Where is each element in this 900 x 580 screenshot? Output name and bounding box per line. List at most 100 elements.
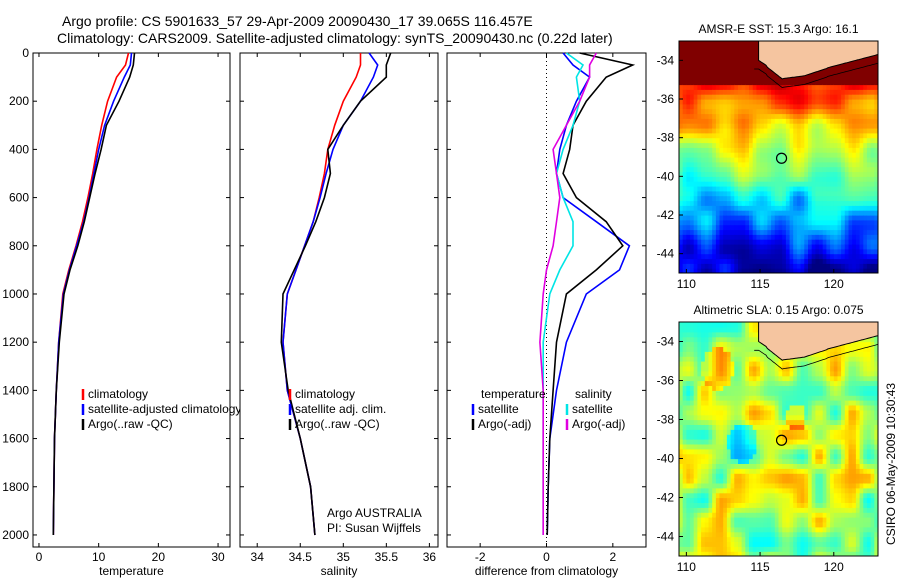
map-cell: [730, 118, 735, 124]
map-cell: [715, 351, 721, 357]
map-cell: [690, 108, 695, 115]
map-cell: [800, 99, 805, 105]
map-cell: [686, 60, 691, 66]
map-cell: [815, 482, 820, 489]
map-cell: [866, 181, 872, 187]
map-cell: [830, 74, 835, 81]
map-cell: [760, 361, 765, 367]
map-cell: [789, 512, 794, 518]
map-cell: [774, 448, 780, 455]
map-cell: [723, 409, 728, 416]
map-cell: [719, 443, 724, 450]
map-cell: [833, 531, 839, 538]
map-cell: [719, 380, 724, 386]
map-cell: [767, 210, 772, 216]
map-cell: [723, 118, 728, 124]
map-cell: [723, 147, 728, 153]
map-cell: [701, 65, 706, 71]
map-cell: [774, 526, 780, 533]
map-cell: [690, 190, 695, 197]
map-cell: [767, 268, 772, 273]
map-cell: [712, 395, 717, 401]
map-cell: [690, 517, 695, 523]
map-cell: [774, 400, 780, 406]
map-cell: [756, 434, 761, 440]
map-cell: [826, 512, 831, 518]
map-cell: [715, 190, 721, 197]
map-cell: [833, 176, 839, 182]
map-cell: [859, 84, 864, 90]
map-cell: [679, 186, 684, 192]
map-cell: [866, 94, 872, 100]
map-cell: [870, 195, 875, 202]
map-cell: [852, 108, 857, 115]
map-cell: [708, 468, 713, 474]
map-cell: [763, 74, 769, 81]
map-cell: [815, 166, 820, 173]
map-cell: [800, 356, 805, 362]
map-cell: [837, 502, 842, 508]
map-cell: [782, 108, 787, 115]
map-cell: [789, 103, 794, 110]
map-cell: [693, 152, 698, 158]
map-cell: [697, 443, 702, 450]
map-cell: [719, 142, 724, 148]
map-cell: [679, 512, 684, 518]
map-cell: [760, 205, 765, 211]
map-cell: [859, 176, 864, 182]
map-cell: [734, 190, 739, 197]
map-cell: [704, 400, 710, 406]
map-cell: [852, 113, 857, 119]
map-cell: [789, 507, 794, 513]
map-cell: [844, 487, 850, 494]
map-cell: [708, 137, 713, 144]
map-cell: [679, 113, 684, 119]
map-cell: [756, 361, 761, 367]
map-cell: [715, 152, 721, 158]
map-cell: [819, 176, 824, 182]
map-cell: [719, 502, 724, 508]
map-cell: [701, 123, 706, 129]
map-cell: [734, 70, 739, 76]
x-tick-label: 34: [251, 550, 265, 564]
map-cell: [708, 166, 713, 173]
map-cell: [841, 380, 846, 386]
map-cell: [741, 400, 746, 406]
map-cell: [738, 400, 743, 406]
map-cell: [874, 205, 878, 211]
map-cell: [804, 123, 809, 129]
map-cell: [782, 171, 787, 177]
map-cell: [767, 200, 772, 206]
map-cell: [704, 512, 710, 518]
map-cell: [679, 79, 684, 86]
map-cell: [734, 370, 739, 377]
map-cell: [844, 385, 850, 391]
map-cell: [697, 157, 702, 163]
map-cell: [844, 152, 850, 158]
map-cell: [715, 448, 721, 455]
map-cell: [837, 517, 842, 523]
map-cell: [690, 195, 695, 202]
map-cell: [852, 263, 857, 269]
map-cell: [693, 487, 698, 494]
map-cell: [712, 132, 717, 139]
map-cell: [701, 200, 706, 206]
map-cell: [800, 429, 805, 435]
map-cell: [796, 248, 802, 255]
map-cell: [690, 336, 695, 343]
map-cell: [811, 517, 816, 523]
map-cell: [793, 492, 798, 499]
map-cell: [815, 70, 820, 76]
map-cell: [837, 473, 842, 479]
map-cell: [679, 157, 684, 163]
map-cell: [796, 190, 802, 197]
map-cell: [745, 517, 750, 523]
map-cell: [822, 268, 827, 273]
map-cell: [866, 258, 872, 264]
map-cell: [760, 171, 765, 177]
map-cell: [734, 99, 739, 105]
map-cell: [708, 541, 713, 547]
map-cell: [723, 142, 728, 148]
map-cell: [767, 365, 772, 372]
map-cell: [723, 224, 728, 231]
